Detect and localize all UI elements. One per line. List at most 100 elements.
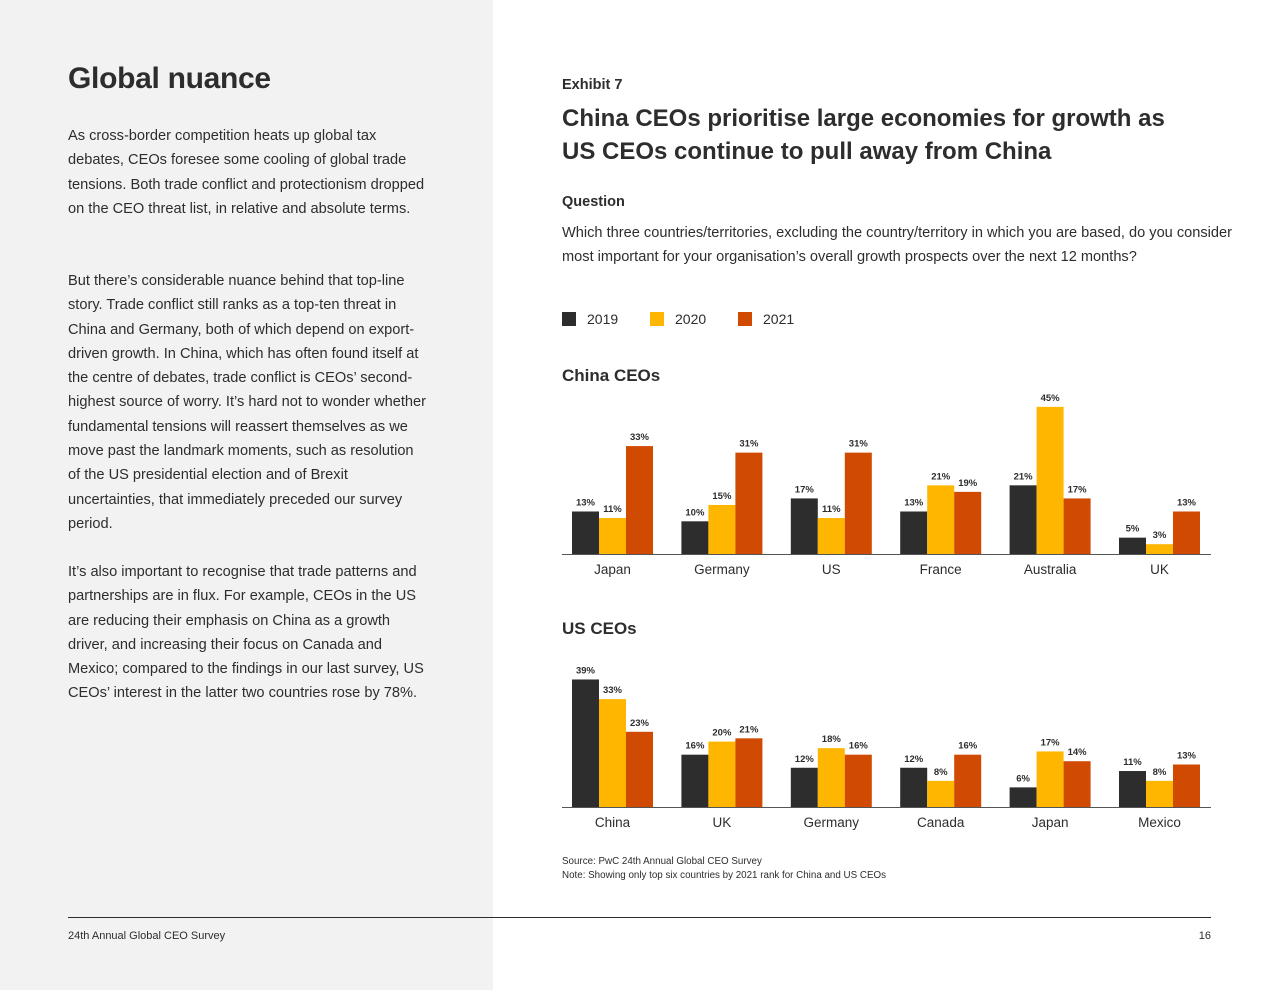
category-label-mexico: Mexico — [1138, 815, 1181, 830]
bar-value-label: 45% — [1041, 393, 1061, 404]
note-line: Note: Showing only top six countries by … — [562, 870, 887, 881]
bar-germany-2019 — [681, 521, 709, 554]
bar-value-label: 19% — [958, 478, 978, 489]
bar-value-label: 17% — [1068, 484, 1088, 495]
bar-value-label: 17% — [795, 484, 815, 495]
exhibit-title: China CEOs prioritise large economies fo… — [562, 105, 1165, 165]
bar-canada-2020 — [927, 780, 955, 807]
legend-swatch-2021 — [738, 312, 752, 326]
bar-value-label: 13% — [1177, 497, 1197, 508]
bar-japan-2019 — [1009, 787, 1037, 807]
bar-australia-2020 — [1036, 406, 1064, 554]
category-label-canada: Canada — [917, 815, 965, 830]
bar-value-label: 11% — [1123, 757, 1142, 768]
legend-label-2019: 2019 — [587, 311, 619, 327]
footer-page-number: 16 — [1198, 930, 1211, 942]
bar-value-label: 31% — [849, 439, 869, 450]
bar-value-label: 3% — [1153, 530, 1167, 541]
bar-japan-2021 — [1063, 761, 1091, 807]
bar-value-label: 10% — [685, 507, 705, 518]
category-label-us: US — [822, 562, 841, 577]
bar-value-label: 11% — [822, 504, 841, 515]
bar-china-2020 — [599, 699, 626, 807]
paragraph-3: It’s also important to recognise that tr… — [68, 564, 424, 702]
source-line: Source: PwC 24th Annual Global CEO Surve… — [562, 856, 762, 867]
category-label-japan: Japan — [594, 562, 631, 577]
bar-china-2021 — [626, 731, 653, 807]
bar-value-label: 21% — [739, 724, 759, 735]
bar-value-label: 31% — [739, 439, 759, 450]
bar-japan-2021 — [626, 446, 653, 554]
china-ceos-chart-title: China CEOs — [562, 366, 661, 385]
footer-divider — [68, 917, 1211, 918]
bar-uk-2020 — [1146, 544, 1173, 554]
exhibit-label: Exhibit 7 — [562, 77, 623, 93]
bar-value-label: 21% — [1014, 471, 1034, 482]
bar-france-2020 — [927, 485, 955, 554]
bar-germany-2021 — [735, 452, 763, 554]
bar-value-label: 16% — [849, 741, 869, 752]
bar-australia-2019 — [1009, 485, 1037, 554]
bar-mexico-2021 — [1173, 764, 1200, 807]
bar-germany-2019 — [790, 767, 818, 807]
bar-japan-2019 — [572, 511, 599, 554]
bar-us-2020 — [817, 518, 845, 554]
bar-australia-2021 — [1063, 498, 1091, 554]
bar-value-label: 13% — [576, 497, 596, 508]
bar-uk-2021 — [735, 738, 763, 807]
category-label-france: France — [920, 562, 962, 577]
bar-germany-2020 — [708, 504, 736, 554]
category-label-australia: Australia — [1024, 562, 1077, 577]
bar-france-2021 — [954, 491, 982, 554]
question-label: Question — [562, 194, 625, 210]
bar-us-2019 — [790, 498, 818, 554]
source-note: Source: PwC 24th Annual Global CEO Surve… — [562, 855, 886, 883]
bar-uk-2020 — [708, 741, 736, 807]
bar-germany-2021 — [844, 754, 872, 807]
bar-value-label: 16% — [685, 741, 705, 752]
paragraph-2: But there’s considerable nuance behind t… — [68, 273, 427, 532]
category-label-germany: Germany — [694, 562, 750, 577]
category-label-uk: UK — [1150, 562, 1169, 577]
bar-canada-2019 — [900, 767, 928, 807]
bar-value-label: 14% — [1068, 747, 1088, 758]
bar-germany-2020 — [817, 748, 845, 807]
paragraph-1: As cross-border competition heats up glo… — [68, 128, 425, 217]
us-ceos-chart-title: US CEOs — [562, 619, 637, 638]
legend-swatch-2020 — [650, 312, 664, 326]
question-text: Which three countries/territories, exclu… — [562, 225, 1233, 266]
category-label-germany: Germany — [804, 815, 860, 830]
legend-label-2020: 2020 — [675, 311, 707, 327]
bar-japan-2020 — [1036, 751, 1064, 807]
bar-value-label: 20% — [712, 728, 732, 739]
bar-value-label: 13% — [904, 497, 924, 508]
bar-value-label: 11% — [603, 504, 622, 515]
legend-swatch-2019 — [562, 312, 576, 326]
bar-value-label: 13% — [1177, 750, 1197, 761]
footer-report-title: 24th Annual Global CEO Survey — [68, 930, 226, 942]
bar-france-2019 — [900, 511, 928, 554]
bar-uk-2021 — [1173, 511, 1200, 554]
bar-value-label: 8% — [1153, 767, 1167, 778]
bar-value-label: 12% — [795, 754, 815, 765]
us-ceos-bar-chart: 39% 33% 23% China 16% 20% 21% UK 12% 18% 16% German… — [562, 665, 1211, 830]
bar-china-2019 — [572, 679, 599, 807]
bar-value-label: 18% — [822, 734, 842, 745]
category-label-japan: Japan — [1032, 815, 1069, 830]
bar-japan-2020 — [599, 518, 626, 554]
legend-label-2021: 2021 — [763, 311, 795, 327]
bar-value-label: 17% — [1041, 737, 1061, 748]
left-panel: Global nuance As cross-border competitio… — [0, 0, 493, 990]
bar-us-2021 — [844, 452, 872, 554]
bar-value-label: 21% — [931, 471, 951, 482]
bar-uk-2019 — [1119, 537, 1146, 554]
bar-value-label: 33% — [603, 685, 623, 696]
bar-value-label: 33% — [630, 432, 650, 443]
bar-value-label: 23% — [630, 718, 650, 729]
bar-value-label: 16% — [958, 741, 978, 752]
bar-mexico-2019 — [1119, 771, 1146, 807]
bar-value-label: 6% — [1016, 773, 1030, 784]
bar-value-label: 15% — [712, 491, 732, 502]
category-label-uk: UK — [713, 815, 732, 830]
bar-canada-2021 — [954, 754, 982, 807]
